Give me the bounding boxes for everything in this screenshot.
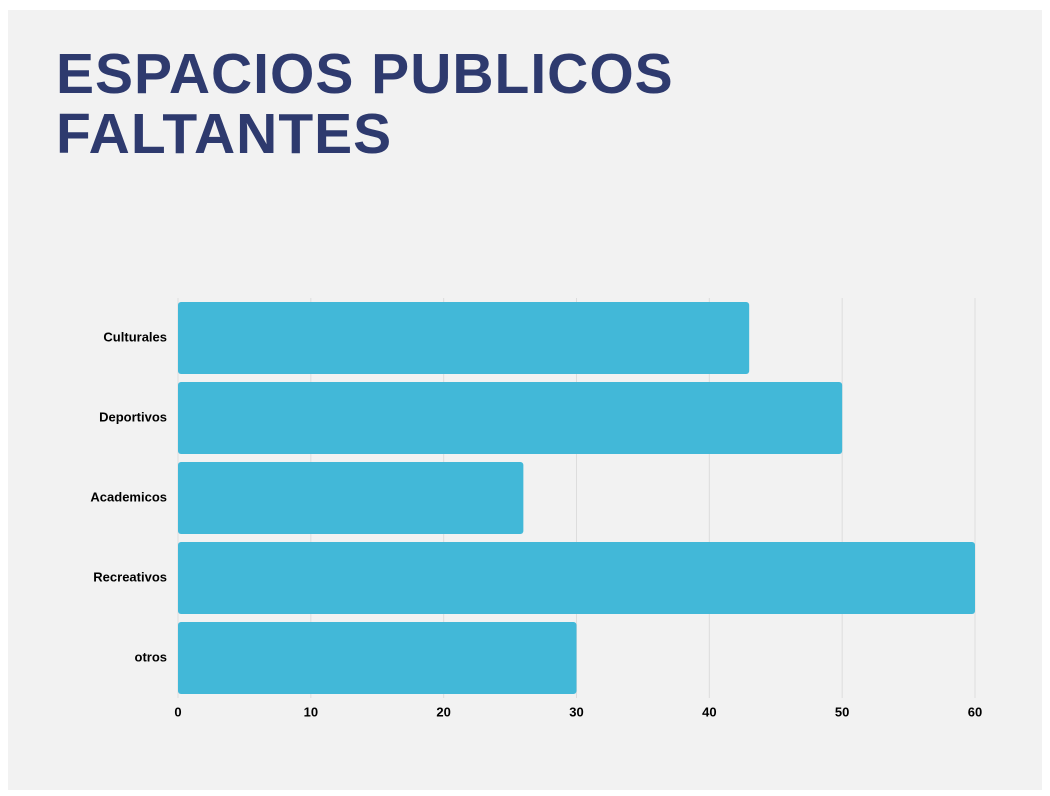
y-tick-label: Deportivos (99, 409, 167, 424)
x-tick-label: 0 (174, 704, 181, 719)
x-tick-label: 40 (702, 704, 716, 719)
y-tick-label: Recreativos (93, 569, 167, 584)
bar (178, 382, 843, 454)
x-tick-label: 50 (835, 704, 849, 719)
y-tick-label: Academicos (90, 489, 167, 504)
bar (178, 622, 577, 694)
x-tick-label: 20 (436, 704, 450, 719)
chart-title: ESPACIOS PUBLICOS FALTANTES (56, 42, 674, 166)
y-tick-label: Culturales (103, 329, 167, 344)
x-tick-label: 30 (569, 704, 583, 719)
x-tick-label: 10 (304, 704, 318, 719)
y-tick-label: otros (135, 649, 168, 664)
bar (178, 462, 524, 534)
x-tick-label: 60 (968, 704, 982, 719)
bar (178, 542, 975, 614)
bar (178, 302, 750, 374)
